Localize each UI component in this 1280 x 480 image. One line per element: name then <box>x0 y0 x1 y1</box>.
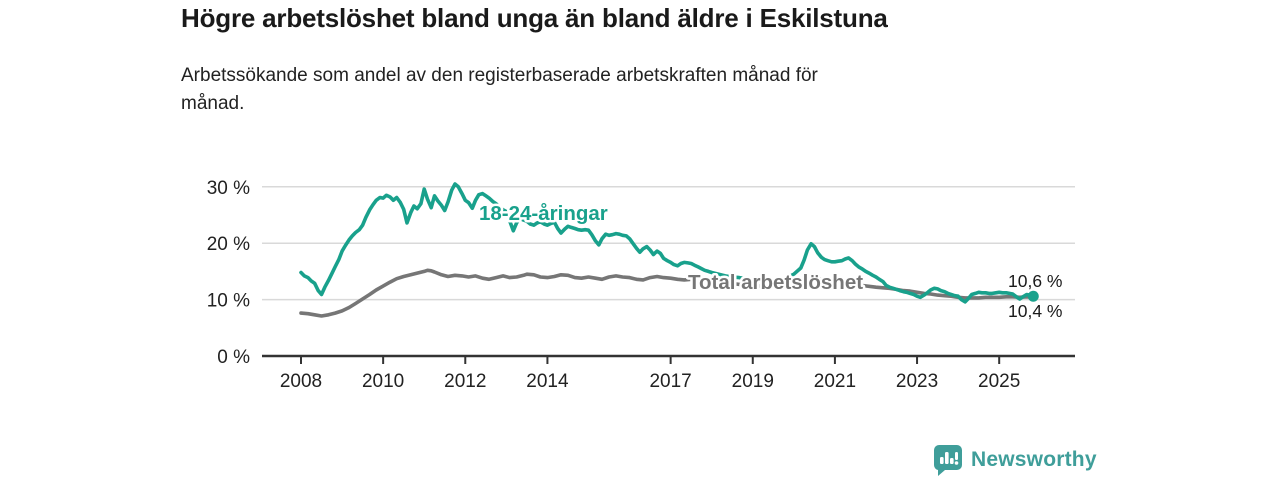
x-tick-label: 2017 <box>649 371 691 392</box>
series-line-young <box>299 182 1036 304</box>
x-tick-label: 2023 <box>896 371 938 392</box>
series-label-total: Total arbetslöshet <box>688 271 863 294</box>
series-label-young: 18-24-åringar <box>479 202 608 225</box>
x-tick-label: 2012 <box>444 371 486 392</box>
end-value-label-total: 10,4 % <box>1008 301 1062 321</box>
x-tick-label: 2021 <box>814 371 856 392</box>
x-tick-label: 2025 <box>978 371 1020 392</box>
series-line-total <box>299 268 1036 318</box>
latest-point-dot <box>1027 290 1039 302</box>
chart-subtitle: Arbetssökande som andel av den registerb… <box>181 65 818 114</box>
bar-chart-speech-bubble-icon <box>933 445 962 476</box>
brand-name: Newsworthy <box>971 448 1097 471</box>
y-tick-label: 10 % <box>207 291 250 312</box>
y-tick-label: 30 % <box>207 178 250 199</box>
x-tick-label: 2014 <box>526 371 569 392</box>
x-tick-label: 2008 <box>280 371 322 392</box>
y-tick-label: 0 % <box>217 347 250 368</box>
end-value-label-young: 10,6 % <box>1008 271 1062 291</box>
x-tick-label: 2010 <box>362 371 404 392</box>
y-tick-label: 20 % <box>207 234 250 255</box>
x-tick-label: 2019 <box>732 371 774 392</box>
page-title: Högre arbetslöshet bland unga än bland ä… <box>181 3 888 33</box>
brand-footer: Newsworthy <box>933 444 1097 476</box>
